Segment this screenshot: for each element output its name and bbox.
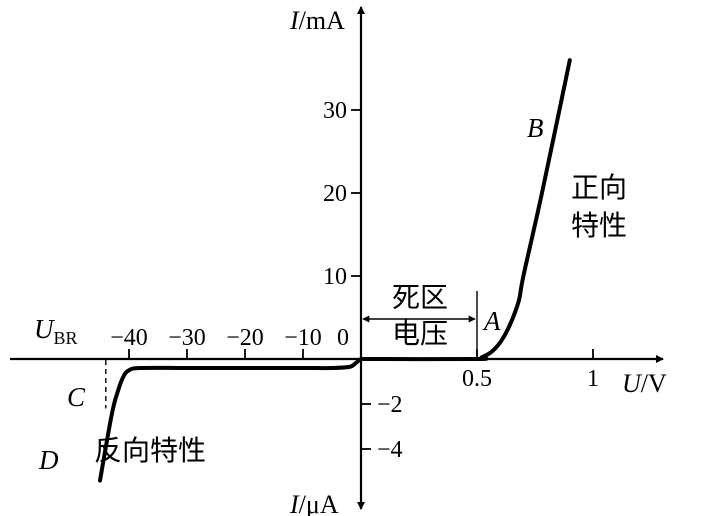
x-tick-label-negative-3: −10 — [284, 325, 322, 351]
dead-zone-label-line1: 死区 — [392, 281, 448, 314]
y-tick-label-positive-1: 20 — [323, 181, 347, 207]
y-axis-negative-variable: I — [289, 490, 300, 516]
ubr-label: UBR — [34, 314, 78, 348]
y-tick-label-positive-0: 10 — [323, 264, 347, 290]
x-axis-variable: U — [622, 369, 643, 398]
x-tick-label-positive-1: 1 — [587, 366, 599, 392]
x-tick-label-negative-4: 0 — [337, 325, 349, 351]
point-d-label: D — [38, 445, 59, 475]
y-tick-label-negative-1: −4 — [377, 437, 403, 463]
point-a-label: A — [482, 306, 501, 336]
forward-characteristic-curve — [359, 58, 572, 362]
x-axis-title: U/V — [622, 369, 667, 398]
reverse-characteristic-curve — [98, 357, 363, 483]
x-tick-label-negative-1: −30 — [168, 325, 206, 351]
dead-zone-label-line2: 电压 — [392, 317, 448, 350]
ubr-subscript: BR — [54, 328, 78, 348]
forward-label-line2: 特性 — [571, 209, 627, 242]
y-axis-positive-title: I/mA — [289, 6, 345, 35]
point-c-label: C — [67, 382, 86, 412]
y-axis-negative-title: I/μA — [289, 490, 339, 516]
reverse-label: 反向特性 — [94, 434, 206, 467]
y-axis-positive-variable: I — [289, 6, 300, 35]
y-tick-label-positive-2: 30 — [323, 98, 347, 124]
x-tick-label-negative-0: −40 — [110, 325, 148, 351]
x-tick-label-positive-0: 0.5 — [462, 366, 492, 392]
x-tick-label-negative-2: −20 — [226, 325, 264, 351]
y-tick-label-negative-0: −2 — [377, 392, 403, 418]
point-b-label: B — [527, 113, 544, 143]
forward-label-line1: 正向 — [571, 171, 627, 204]
x-axis-unit: /V — [641, 369, 667, 398]
ubr-main: U — [34, 314, 55, 344]
y-axis-positive-unit: /mA — [299, 6, 345, 35]
y-axis-negative-unit: /μA — [299, 490, 339, 516]
